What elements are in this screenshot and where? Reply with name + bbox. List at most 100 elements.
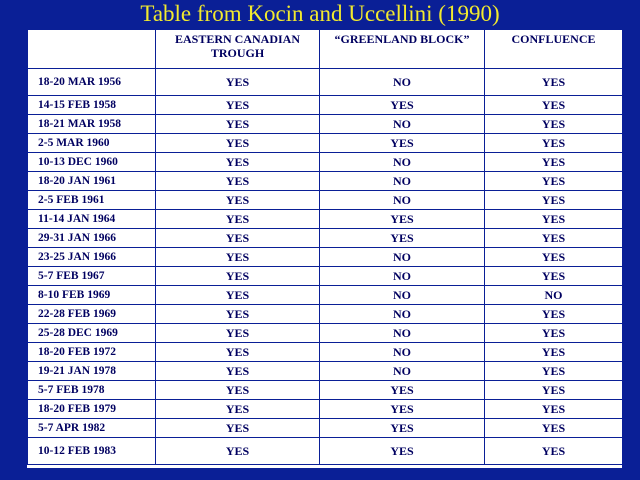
confluence-cell: YES	[484, 209, 622, 229]
greenland-block-cell: YES	[319, 399, 485, 419]
confluence-cell: YES	[484, 68, 622, 96]
date-cell: 19-21 JAN 1978	[27, 361, 156, 381]
date-cell: 29-31 JAN 1966	[27, 228, 156, 248]
header-confluence: CONFLUENCE	[484, 29, 622, 69]
eastern-canadian-trough-cell: YES	[155, 361, 320, 381]
eastern-canadian-trough-cell: YES	[155, 304, 320, 324]
eastern-canadian-trough-cell: YES	[155, 342, 320, 362]
eastern-canadian-trough-cell: YES	[155, 399, 320, 419]
greenland-block-cell: YES	[319, 95, 485, 115]
table-row: 2-5 FEB 1961 YES NO YES	[27, 190, 622, 210]
date-cell: 5-7 APR 1982	[27, 418, 156, 438]
storm-table-container: EASTERN CANADIAN TROUGH “GREENLAND BLOCK…	[27, 29, 622, 468]
table-row: 10-12 FEB 1983 YES YES YES	[27, 437, 622, 465]
confluence-cell: YES	[484, 171, 622, 191]
date-cell: 14-15 FEB 1958	[27, 95, 156, 115]
confluence-cell: YES	[484, 266, 622, 286]
greenland-block-cell: YES	[319, 209, 485, 229]
confluence-cell: YES	[484, 304, 622, 324]
header-greenland-block: “GREENLAND BLOCK”	[319, 29, 485, 69]
date-cell: 5-7 FEB 1978	[27, 380, 156, 400]
eastern-canadian-trough-cell: YES	[155, 247, 320, 267]
table-row: 2-5 MAR 1960 YES YES YES	[27, 133, 622, 153]
table-row: 18-21 MAR 1958 YES NO YES	[27, 114, 622, 134]
table-row: 18-20 MAR 1956 YES NO YES	[27, 68, 622, 96]
greenland-block-cell: YES	[319, 418, 485, 438]
eastern-canadian-trough-cell: YES	[155, 228, 320, 248]
greenland-block-cell: YES	[319, 380, 485, 400]
table-row: 5-7 FEB 1978 YES YES YES	[27, 380, 622, 400]
table-row: 18-20 FEB 1972 YES NO YES	[27, 342, 622, 362]
confluence-cell: YES	[484, 114, 622, 134]
table-row: 19-21 JAN 1978 YES NO YES	[27, 361, 622, 381]
table-row: 18-20 JAN 1961 YES NO YES	[27, 171, 622, 191]
eastern-canadian-trough-cell: YES	[155, 209, 320, 229]
greenland-block-cell: NO	[319, 323, 485, 343]
greenland-block-cell: NO	[319, 171, 485, 191]
greenland-block-cell: NO	[319, 285, 485, 305]
header-date	[27, 29, 156, 69]
date-cell: 18-20 MAR 1956	[27, 68, 156, 96]
confluence-cell: YES	[484, 133, 622, 153]
date-cell: 18-20 FEB 1979	[27, 399, 156, 419]
table-row: 8-10 FEB 1969 YES NO NO	[27, 285, 622, 305]
table-body: 18-20 MAR 1956 YES NO YES 14-15 FEB 1958 YES Y…	[27, 68, 622, 465]
greenland-block-cell: NO	[319, 68, 485, 96]
table-row: 14-15 FEB 1958 YES YES YES	[27, 95, 622, 115]
confluence-cell: YES	[484, 437, 622, 465]
eastern-canadian-trough-cell: YES	[155, 152, 320, 172]
eastern-canadian-trough-cell: YES	[155, 114, 320, 134]
confluence-cell: YES	[484, 95, 622, 115]
date-cell: 10-12 FEB 1983	[27, 437, 156, 465]
eastern-canadian-trough-cell: YES	[155, 285, 320, 305]
date-cell: 8-10 FEB 1969	[27, 285, 156, 305]
confluence-cell: YES	[484, 399, 622, 419]
confluence-cell: YES	[484, 228, 622, 248]
greenland-block-cell: NO	[319, 190, 485, 210]
greenland-block-cell: NO	[319, 304, 485, 324]
greenland-block-cell: NO	[319, 266, 485, 286]
confluence-cell: YES	[484, 380, 622, 400]
eastern-canadian-trough-cell: YES	[155, 380, 320, 400]
table-row: 23-25 JAN 1966 YES NO YES	[27, 247, 622, 267]
confluence-cell: YES	[484, 190, 622, 210]
greenland-block-cell: YES	[319, 228, 485, 248]
greenland-block-cell: NO	[319, 114, 485, 134]
greenland-block-cell: YES	[319, 437, 485, 465]
eastern-canadian-trough-cell: YES	[155, 190, 320, 210]
greenland-block-cell: NO	[319, 361, 485, 381]
greenland-block-cell: YES	[319, 133, 485, 153]
storm-table: EASTERN CANADIAN TROUGH “GREENLAND BLOCK…	[27, 29, 622, 465]
table-row: 18-20 FEB 1979 YES YES YES	[27, 399, 622, 419]
date-cell: 18-20 JAN 1961	[27, 171, 156, 191]
date-cell: 2-5 FEB 1961	[27, 190, 156, 210]
header-eastern-canadian-trough: EASTERN CANADIAN TROUGH	[155, 29, 320, 69]
confluence-cell: YES	[484, 361, 622, 381]
eastern-canadian-trough-cell: YES	[155, 68, 320, 96]
eastern-canadian-trough-cell: YES	[155, 437, 320, 465]
date-cell: 2-5 MAR 1960	[27, 133, 156, 153]
date-cell: 5-7 FEB 1967	[27, 266, 156, 286]
date-cell: 25-28 DEC 1969	[27, 323, 156, 343]
confluence-cell: NO	[484, 285, 622, 305]
table-row: 25-28 DEC 1969 YES NO YES	[27, 323, 622, 343]
eastern-canadian-trough-cell: YES	[155, 266, 320, 286]
greenland-block-cell: NO	[319, 152, 485, 172]
table-row: 10-13 DEC 1960 YES NO YES	[27, 152, 622, 172]
confluence-cell: YES	[484, 418, 622, 438]
greenland-block-cell: NO	[319, 342, 485, 362]
slide-title: Table from Kocin and Uccellini (1990)	[140, 1, 500, 26]
eastern-canadian-trough-cell: YES	[155, 171, 320, 191]
confluence-cell: YES	[484, 323, 622, 343]
date-cell: 11-14 JAN 1964	[27, 209, 156, 229]
eastern-canadian-trough-cell: YES	[155, 418, 320, 438]
table-row: 5-7 APR 1982 YES YES YES	[27, 418, 622, 438]
table-row: 22-28 FEB 1969 YES NO YES	[27, 304, 622, 324]
date-cell: 10-13 DEC 1960	[27, 152, 156, 172]
table-row: 5-7 FEB 1967 YES NO YES	[27, 266, 622, 286]
date-cell: 18-20 FEB 1972	[27, 342, 156, 362]
date-cell: 23-25 JAN 1966	[27, 247, 156, 267]
date-cell: 22-28 FEB 1969	[27, 304, 156, 324]
table-row: 29-31 JAN 1966 YES YES YES	[27, 228, 622, 248]
eastern-canadian-trough-cell: YES	[155, 95, 320, 115]
